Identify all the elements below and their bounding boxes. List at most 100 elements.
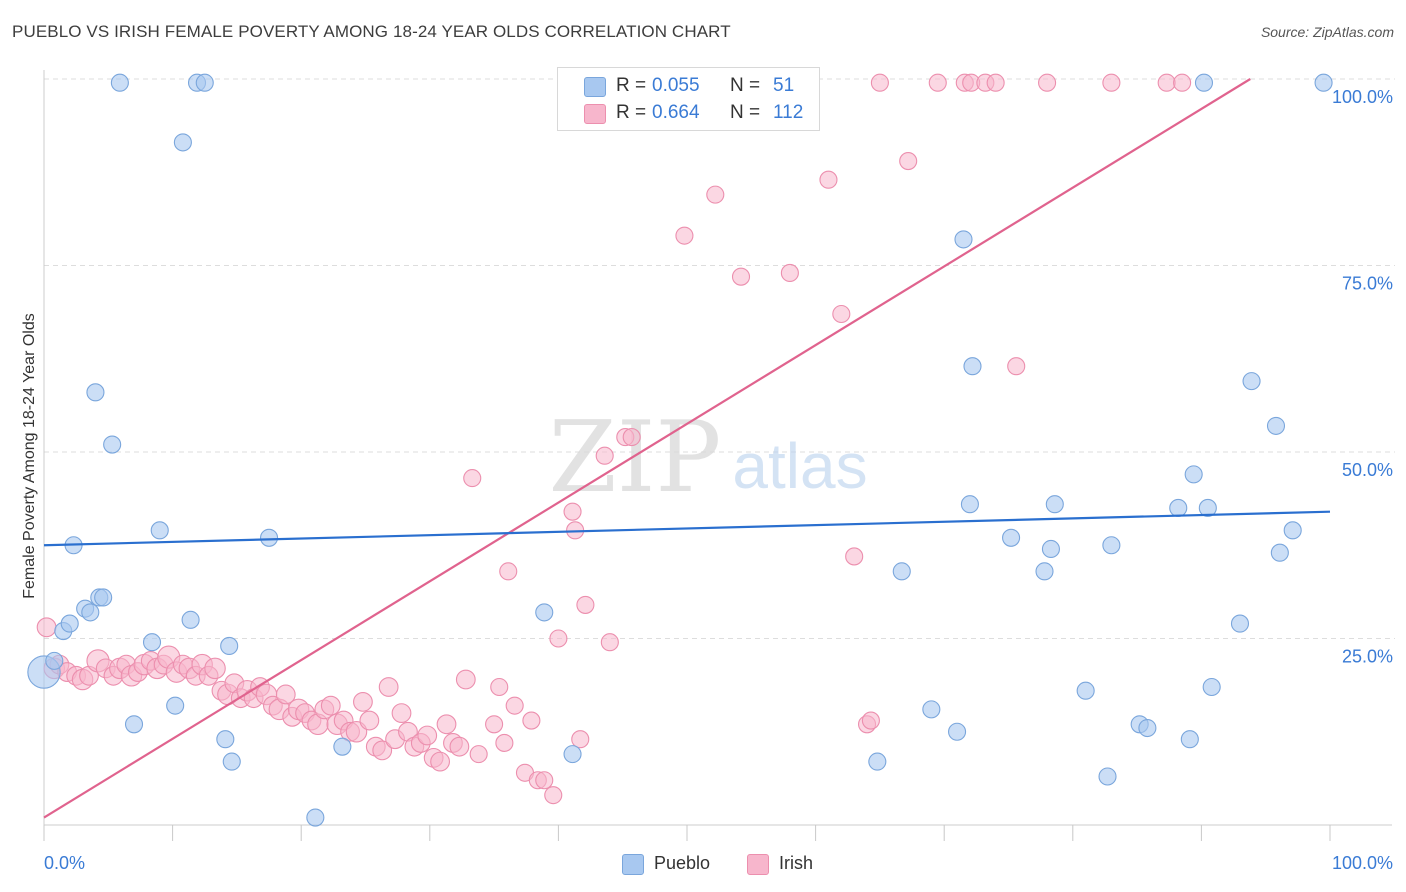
pueblo-point xyxy=(306,808,325,827)
pueblo-point xyxy=(1198,498,1217,518)
pueblo-point xyxy=(1180,730,1199,749)
pueblo-point xyxy=(922,700,941,719)
irish-point xyxy=(1007,357,1026,376)
irish-point xyxy=(372,740,393,761)
irish-n-label: N = xyxy=(730,102,761,123)
irish-point xyxy=(204,657,226,680)
pueblo-point xyxy=(222,752,241,771)
irish-point xyxy=(549,629,568,648)
pueblo-points xyxy=(27,73,1333,827)
pueblo-point xyxy=(892,562,911,581)
x-tick-label-0: 0.0% xyxy=(44,853,85,873)
pueblo-point xyxy=(1283,521,1302,540)
irish-point xyxy=(469,745,488,764)
y-tick-label-0: 25.0% xyxy=(1342,647,1393,667)
irish-point xyxy=(675,226,694,245)
watermark: ZIP atlas xyxy=(549,401,868,515)
pueblo-point xyxy=(1102,536,1121,555)
irish-r-label: R = xyxy=(616,102,647,123)
pueblo-point xyxy=(60,614,79,633)
y-tick-label-3: 100.0% xyxy=(1332,87,1393,107)
pueblo-point xyxy=(216,730,235,749)
pueblo-point xyxy=(81,603,100,622)
axes xyxy=(43,70,1392,841)
pueblo-legend-label: Pueblo xyxy=(654,853,711,873)
irish-point xyxy=(436,714,457,735)
chart-title: PUEBLO VS IRISH FEMALE POVERTY AMONG 18-… xyxy=(12,22,731,41)
pueblo-point xyxy=(1098,767,1117,786)
irish-point xyxy=(861,711,880,730)
irish-point xyxy=(36,617,57,638)
pueblo-point xyxy=(220,636,239,656)
pueblo-point xyxy=(1314,73,1333,92)
x-tick-label-1: 100.0% xyxy=(1332,853,1393,873)
pueblo-legend-swatch xyxy=(622,854,644,875)
irish-point xyxy=(353,692,373,712)
pueblo-point xyxy=(1076,681,1095,700)
irish-points xyxy=(36,73,1192,805)
pueblo-point xyxy=(954,230,973,249)
irish-trend-line xyxy=(43,78,1251,819)
pueblo-swatch xyxy=(584,77,606,97)
trend-lines xyxy=(43,78,1331,819)
pueblo-point xyxy=(1041,539,1060,559)
pueblo-point xyxy=(333,737,352,756)
y-tick-labels: 25.0% 50.0% 75.0% 100.0% xyxy=(1332,87,1393,667)
irish-point xyxy=(463,469,482,488)
irish-point xyxy=(563,502,582,521)
irish-point xyxy=(505,696,524,715)
pueblo-point xyxy=(963,357,982,376)
irish-point xyxy=(275,684,296,705)
irish-point xyxy=(571,730,590,749)
irish-point xyxy=(378,677,399,697)
irish-point xyxy=(391,703,412,724)
pueblo-point xyxy=(1266,416,1286,435)
pueblo-n-value: 51 xyxy=(773,75,795,96)
irish-point xyxy=(706,185,725,204)
irish-point xyxy=(455,669,476,690)
pueblo-point xyxy=(142,633,162,652)
irish-point xyxy=(1038,73,1057,92)
irish-n-value: 112 xyxy=(773,102,804,123)
irish-point xyxy=(899,152,918,171)
pueblo-n-label: N = xyxy=(730,75,761,96)
pueblo-r-label: R = xyxy=(616,75,647,96)
irish-point xyxy=(417,725,438,746)
pueblo-point xyxy=(94,588,113,607)
irish-swatch xyxy=(584,104,606,124)
legend-row-irish: R = 0.664 N = 112 xyxy=(558,100,818,126)
pueblo-point xyxy=(173,133,192,152)
pueblo-point xyxy=(195,73,214,92)
irish-point xyxy=(1102,73,1121,92)
pueblo-point xyxy=(868,752,887,771)
watermark-atlas: atlas xyxy=(732,430,867,502)
pueblo-r-value: 0.055 xyxy=(652,75,700,96)
irish-point xyxy=(622,428,641,447)
pueblo-point xyxy=(181,610,200,629)
correlation-legend: R = 0.055 N = 51 R = 0.664 N = 112 xyxy=(557,67,820,131)
irish-point xyxy=(780,263,799,283)
irish-point xyxy=(595,446,614,465)
pueblo-point xyxy=(1270,543,1289,562)
pueblo-point xyxy=(948,722,967,741)
irish-point xyxy=(522,711,541,730)
legend-row-pueblo: R = 0.055 N = 51 xyxy=(558,73,818,99)
pueblo-point xyxy=(1184,465,1203,484)
y-tick-label-2: 75.0% xyxy=(1342,274,1393,294)
pueblo-point xyxy=(1138,718,1157,738)
pueblo-point xyxy=(166,696,185,715)
irish-point xyxy=(986,73,1005,92)
irish-point xyxy=(490,677,509,697)
irish-point xyxy=(845,547,864,566)
irish-point xyxy=(819,170,838,189)
irish-point xyxy=(544,786,563,805)
pueblo-point xyxy=(1230,614,1250,633)
irish-point xyxy=(485,715,504,734)
pueblo-point xyxy=(1194,73,1214,92)
pueblo-point xyxy=(1202,677,1221,697)
irish-point xyxy=(535,771,554,790)
irish-point xyxy=(1157,73,1176,92)
pueblo-point xyxy=(1035,562,1054,581)
pueblo-trend-line xyxy=(43,510,1331,547)
irish-point xyxy=(449,736,470,757)
